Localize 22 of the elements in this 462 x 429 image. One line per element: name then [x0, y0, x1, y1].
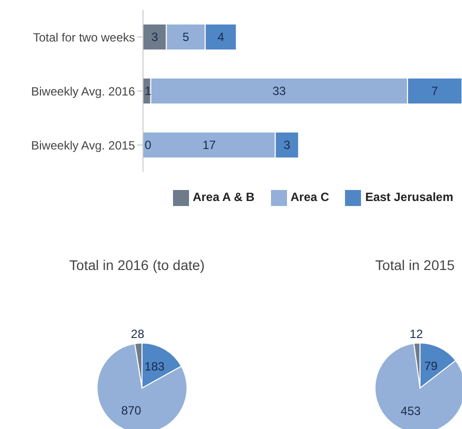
data-label: 4	[217, 30, 224, 44]
data-label: 0	[144, 138, 152, 152]
data-label: 33	[272, 84, 286, 98]
data-label: 17	[202, 138, 216, 152]
chart-title: Total in 2016 (to date)	[68, 257, 206, 273]
chart-title: Total in 2015	[374, 257, 456, 273]
data-label: 870	[121, 403, 142, 418]
legend-label: Area C	[290, 190, 330, 204]
data-label: 5	[182, 30, 190, 44]
y-tick-label: Biweekly Avg. 2015	[31, 138, 136, 152]
data-label: 3	[284, 138, 291, 152]
data-label: 453	[400, 404, 421, 418]
data-label: 79	[424, 358, 438, 373]
data-label: 12	[410, 327, 424, 342]
data-label: 7	[431, 84, 438, 98]
data-label: 28	[130, 327, 145, 342]
data-label: 3	[151, 30, 158, 44]
legend-label: East Jerusalem	[365, 190, 454, 204]
legend-label: Area A & B	[192, 190, 255, 204]
y-tick-label: Total for two weeks	[32, 30, 135, 44]
y-tick-label: Biweekly Avg. 2016	[31, 84, 136, 98]
data-label: 183	[144, 360, 165, 374]
